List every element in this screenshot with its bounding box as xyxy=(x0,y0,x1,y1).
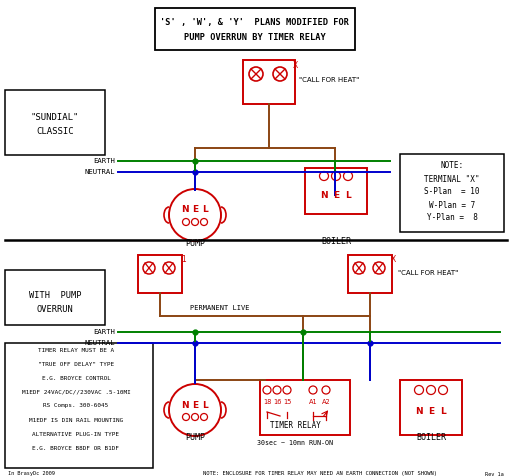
Text: L: L xyxy=(202,206,208,215)
FancyBboxPatch shape xyxy=(400,154,504,232)
Text: EARTH: EARTH xyxy=(93,158,115,164)
Text: NOTE: ENCLOSURE FOR TIMER RELAY MAY NEED AN EARTH CONNECTION (NOT SHOWN): NOTE: ENCLOSURE FOR TIMER RELAY MAY NEED… xyxy=(203,470,437,476)
Text: TIMER RELAY: TIMER RELAY xyxy=(269,422,321,430)
Text: L: L xyxy=(440,407,446,416)
FancyBboxPatch shape xyxy=(155,8,355,50)
Text: E.G. BROYCE CONTROL: E.G. BROYCE CONTROL xyxy=(41,376,111,380)
FancyBboxPatch shape xyxy=(400,380,462,435)
Text: NOTE:: NOTE: xyxy=(440,161,463,170)
Text: E.G. BROYCE B8DF OR B1DF: E.G. BROYCE B8DF OR B1DF xyxy=(32,446,119,450)
Text: EARTH: EARTH xyxy=(93,329,115,335)
Text: M1EDF 24VAC/DC//230VAC .5-10MI: M1EDF 24VAC/DC//230VAC .5-10MI xyxy=(22,389,131,395)
FancyBboxPatch shape xyxy=(138,255,182,293)
Text: PUMP: PUMP xyxy=(185,434,205,443)
Text: N: N xyxy=(181,206,189,215)
Text: NEUTRAL: NEUTRAL xyxy=(84,169,115,175)
Text: N: N xyxy=(320,190,328,199)
FancyBboxPatch shape xyxy=(5,270,105,325)
Text: CLASSIC: CLASSIC xyxy=(36,128,74,137)
Text: N: N xyxy=(415,407,423,416)
Text: E: E xyxy=(192,400,198,409)
Text: X: X xyxy=(391,256,396,265)
Text: E: E xyxy=(333,190,339,199)
Text: E: E xyxy=(428,407,434,416)
Text: PERMANENT LIVE: PERMANENT LIVE xyxy=(190,305,250,311)
Text: "CALL FOR HEAT": "CALL FOR HEAT" xyxy=(299,77,359,83)
Text: 'S' , 'W', & 'Y'  PLANS MODIFIED FOR: 'S' , 'W', & 'Y' PLANS MODIFIED FOR xyxy=(160,18,350,27)
Text: Rev 1a: Rev 1a xyxy=(485,472,504,476)
Text: "TRUE OFF DELAY" TYPE: "TRUE OFF DELAY" TYPE xyxy=(38,361,114,367)
Text: S-Plan  = 10: S-Plan = 10 xyxy=(424,188,480,197)
Text: 16: 16 xyxy=(273,399,281,405)
Text: L: L xyxy=(202,400,208,409)
Text: A2: A2 xyxy=(322,399,330,405)
Text: "CALL FOR HEAT": "CALL FOR HEAT" xyxy=(398,270,458,276)
Text: 15: 15 xyxy=(283,399,291,405)
Text: N: N xyxy=(181,400,189,409)
Text: 1: 1 xyxy=(181,256,186,265)
FancyBboxPatch shape xyxy=(348,255,392,293)
Text: TERMINAL "X": TERMINAL "X" xyxy=(424,175,480,184)
FancyBboxPatch shape xyxy=(305,168,367,214)
Text: W-Plan = 7: W-Plan = 7 xyxy=(429,200,475,209)
Text: X: X xyxy=(293,61,298,70)
Text: PUMP OVERRUN BY TIMER RELAY: PUMP OVERRUN BY TIMER RELAY xyxy=(184,33,326,42)
Text: 18: 18 xyxy=(263,399,271,405)
Text: OVERRUN: OVERRUN xyxy=(37,306,73,315)
Text: WITH  PUMP: WITH PUMP xyxy=(29,290,81,299)
Text: BOILER: BOILER xyxy=(416,434,446,443)
Text: PUMP: PUMP xyxy=(185,238,205,248)
Text: NEUTRAL: NEUTRAL xyxy=(84,340,115,346)
Text: "SUNDIAL": "SUNDIAL" xyxy=(31,112,79,121)
Text: M1EDF IS DIN RAIL MOUNTING: M1EDF IS DIN RAIL MOUNTING xyxy=(29,417,123,423)
Text: In BrasyDc 2009: In BrasyDc 2009 xyxy=(8,472,55,476)
FancyBboxPatch shape xyxy=(243,60,295,104)
FancyBboxPatch shape xyxy=(5,343,153,468)
Text: BOILER: BOILER xyxy=(321,238,351,247)
FancyBboxPatch shape xyxy=(260,380,350,435)
Text: L: L xyxy=(345,190,351,199)
Text: 30sec ~ 10mn RUN-ON: 30sec ~ 10mn RUN-ON xyxy=(257,440,333,446)
Text: ALTERNATIVE PLUG-IN TYPE: ALTERNATIVE PLUG-IN TYPE xyxy=(32,432,119,436)
Text: E: E xyxy=(192,206,198,215)
Text: RS Comps. 300-6045: RS Comps. 300-6045 xyxy=(44,404,109,408)
Text: Y-Plan =  8: Y-Plan = 8 xyxy=(426,214,477,222)
FancyBboxPatch shape xyxy=(5,90,105,155)
Text: TIMER RELAY MUST BE A: TIMER RELAY MUST BE A xyxy=(38,347,114,353)
Text: A1: A1 xyxy=(309,399,317,405)
